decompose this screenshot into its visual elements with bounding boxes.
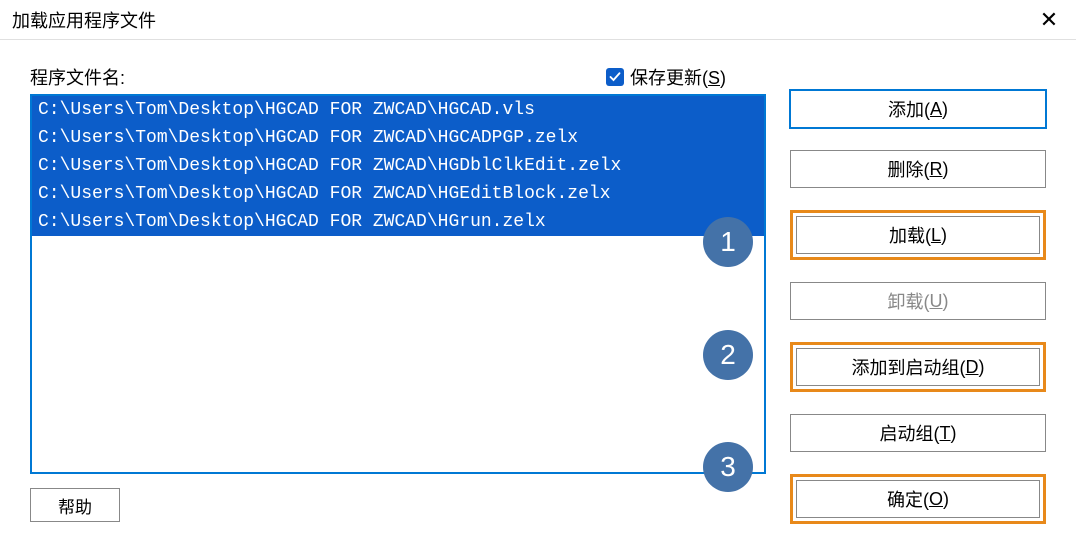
ok-button-highlight: 确定(O) xyxy=(790,474,1046,524)
titlebar: 加载应用程序文件 ✕ xyxy=(0,0,1076,40)
left-column: 程序文件名: 保存更新(S) C:\Users\Tom\Desktop\HGCA… xyxy=(30,64,766,524)
step-badge-1: 1 xyxy=(703,217,753,267)
file-list-label: 程序文件名: xyxy=(30,64,125,90)
help-button[interactable]: 帮助 xyxy=(30,488,120,522)
step-badge-2: 2 xyxy=(703,330,753,380)
load-button-highlight: 加载(L) xyxy=(790,210,1046,260)
list-item[interactable]: C:\Users\Tom\Desktop\HGCAD FOR ZWCAD\HGD… xyxy=(32,152,764,180)
list-item[interactable]: C:\Users\Tom\Desktop\HGCAD FOR ZWCAD\HGC… xyxy=(32,96,764,124)
list-item[interactable]: C:\Users\Tom\Desktop\HGCAD FOR ZWCAD\HGr… xyxy=(32,208,764,236)
step-badge-3: 3 xyxy=(703,442,753,492)
list-item[interactable]: C:\Users\Tom\Desktop\HGCAD FOR ZWCAD\HGE… xyxy=(32,180,764,208)
window-title: 加载应用程序文件 xyxy=(12,7,156,33)
save-updates-checkbox-wrap[interactable]: 保存更新(S) xyxy=(606,64,726,90)
content-area: 程序文件名: 保存更新(S) C:\Users\Tom\Desktop\HGCA… xyxy=(0,40,1076,534)
unload-button: 卸载(U) xyxy=(790,282,1046,320)
file-list[interactable]: C:\Users\Tom\Desktop\HGCAD FOR ZWCAD\HGC… xyxy=(30,94,766,474)
add-button[interactable]: 添加(A) xyxy=(790,90,1046,128)
right-column: 添加(A) 删除(R) 加载(L) 卸载(U) 添加到启动组(D) 启动组(T)… xyxy=(790,64,1046,524)
remove-button[interactable]: 删除(R) xyxy=(790,150,1046,188)
ok-button[interactable]: 确定(O) xyxy=(796,480,1040,518)
startup-group-button[interactable]: 启动组(T) xyxy=(790,414,1046,452)
add-to-startup-button-highlight: 添加到启动组(D) xyxy=(790,342,1046,392)
list-item[interactable]: C:\Users\Tom\Desktop\HGCAD FOR ZWCAD\HGC… xyxy=(32,124,764,152)
load-button[interactable]: 加载(L) xyxy=(796,216,1040,254)
left-header: 程序文件名: 保存更新(S) xyxy=(30,64,766,90)
save-updates-label: 保存更新(S) xyxy=(630,64,726,90)
checkmark-icon[interactable] xyxy=(606,68,624,86)
close-icon[interactable]: ✕ xyxy=(1034,5,1064,35)
add-to-startup-button[interactable]: 添加到启动组(D) xyxy=(796,348,1040,386)
